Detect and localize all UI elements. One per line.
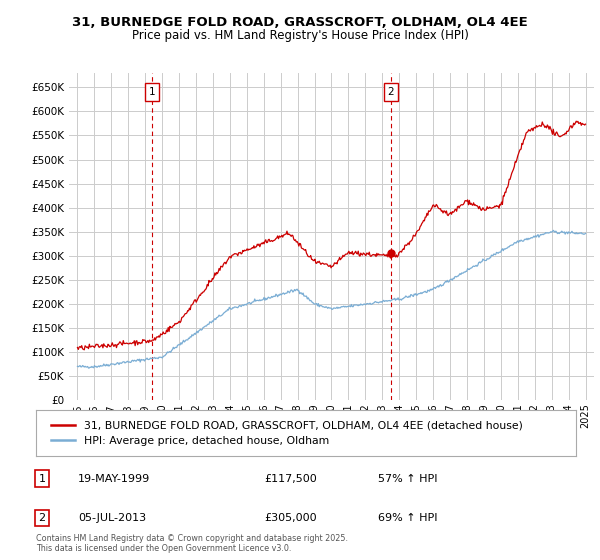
Text: 2: 2 <box>38 513 46 523</box>
Text: 2: 2 <box>388 87 394 97</box>
Text: Price paid vs. HM Land Registry's House Price Index (HPI): Price paid vs. HM Land Registry's House … <box>131 29 469 42</box>
Text: Contains HM Land Registry data © Crown copyright and database right 2025.
This d: Contains HM Land Registry data © Crown c… <box>36 534 348 553</box>
Text: 05-JUL-2013: 05-JUL-2013 <box>78 513 146 523</box>
Text: 31, BURNEDGE FOLD ROAD, GRASSCROFT, OLDHAM, OL4 4EE: 31, BURNEDGE FOLD ROAD, GRASSCROFT, OLDH… <box>72 16 528 29</box>
Text: 19-MAY-1999: 19-MAY-1999 <box>78 474 150 484</box>
Text: 1: 1 <box>148 87 155 97</box>
Text: 1: 1 <box>38 474 46 484</box>
Text: 57% ↑ HPI: 57% ↑ HPI <box>378 474 437 484</box>
Legend: 31, BURNEDGE FOLD ROAD, GRASSCROFT, OLDHAM, OL4 4EE (detached house), HPI: Avera: 31, BURNEDGE FOLD ROAD, GRASSCROFT, OLDH… <box>47 417 527 450</box>
Text: £305,000: £305,000 <box>264 513 317 523</box>
Text: £117,500: £117,500 <box>264 474 317 484</box>
Text: 69% ↑ HPI: 69% ↑ HPI <box>378 513 437 523</box>
